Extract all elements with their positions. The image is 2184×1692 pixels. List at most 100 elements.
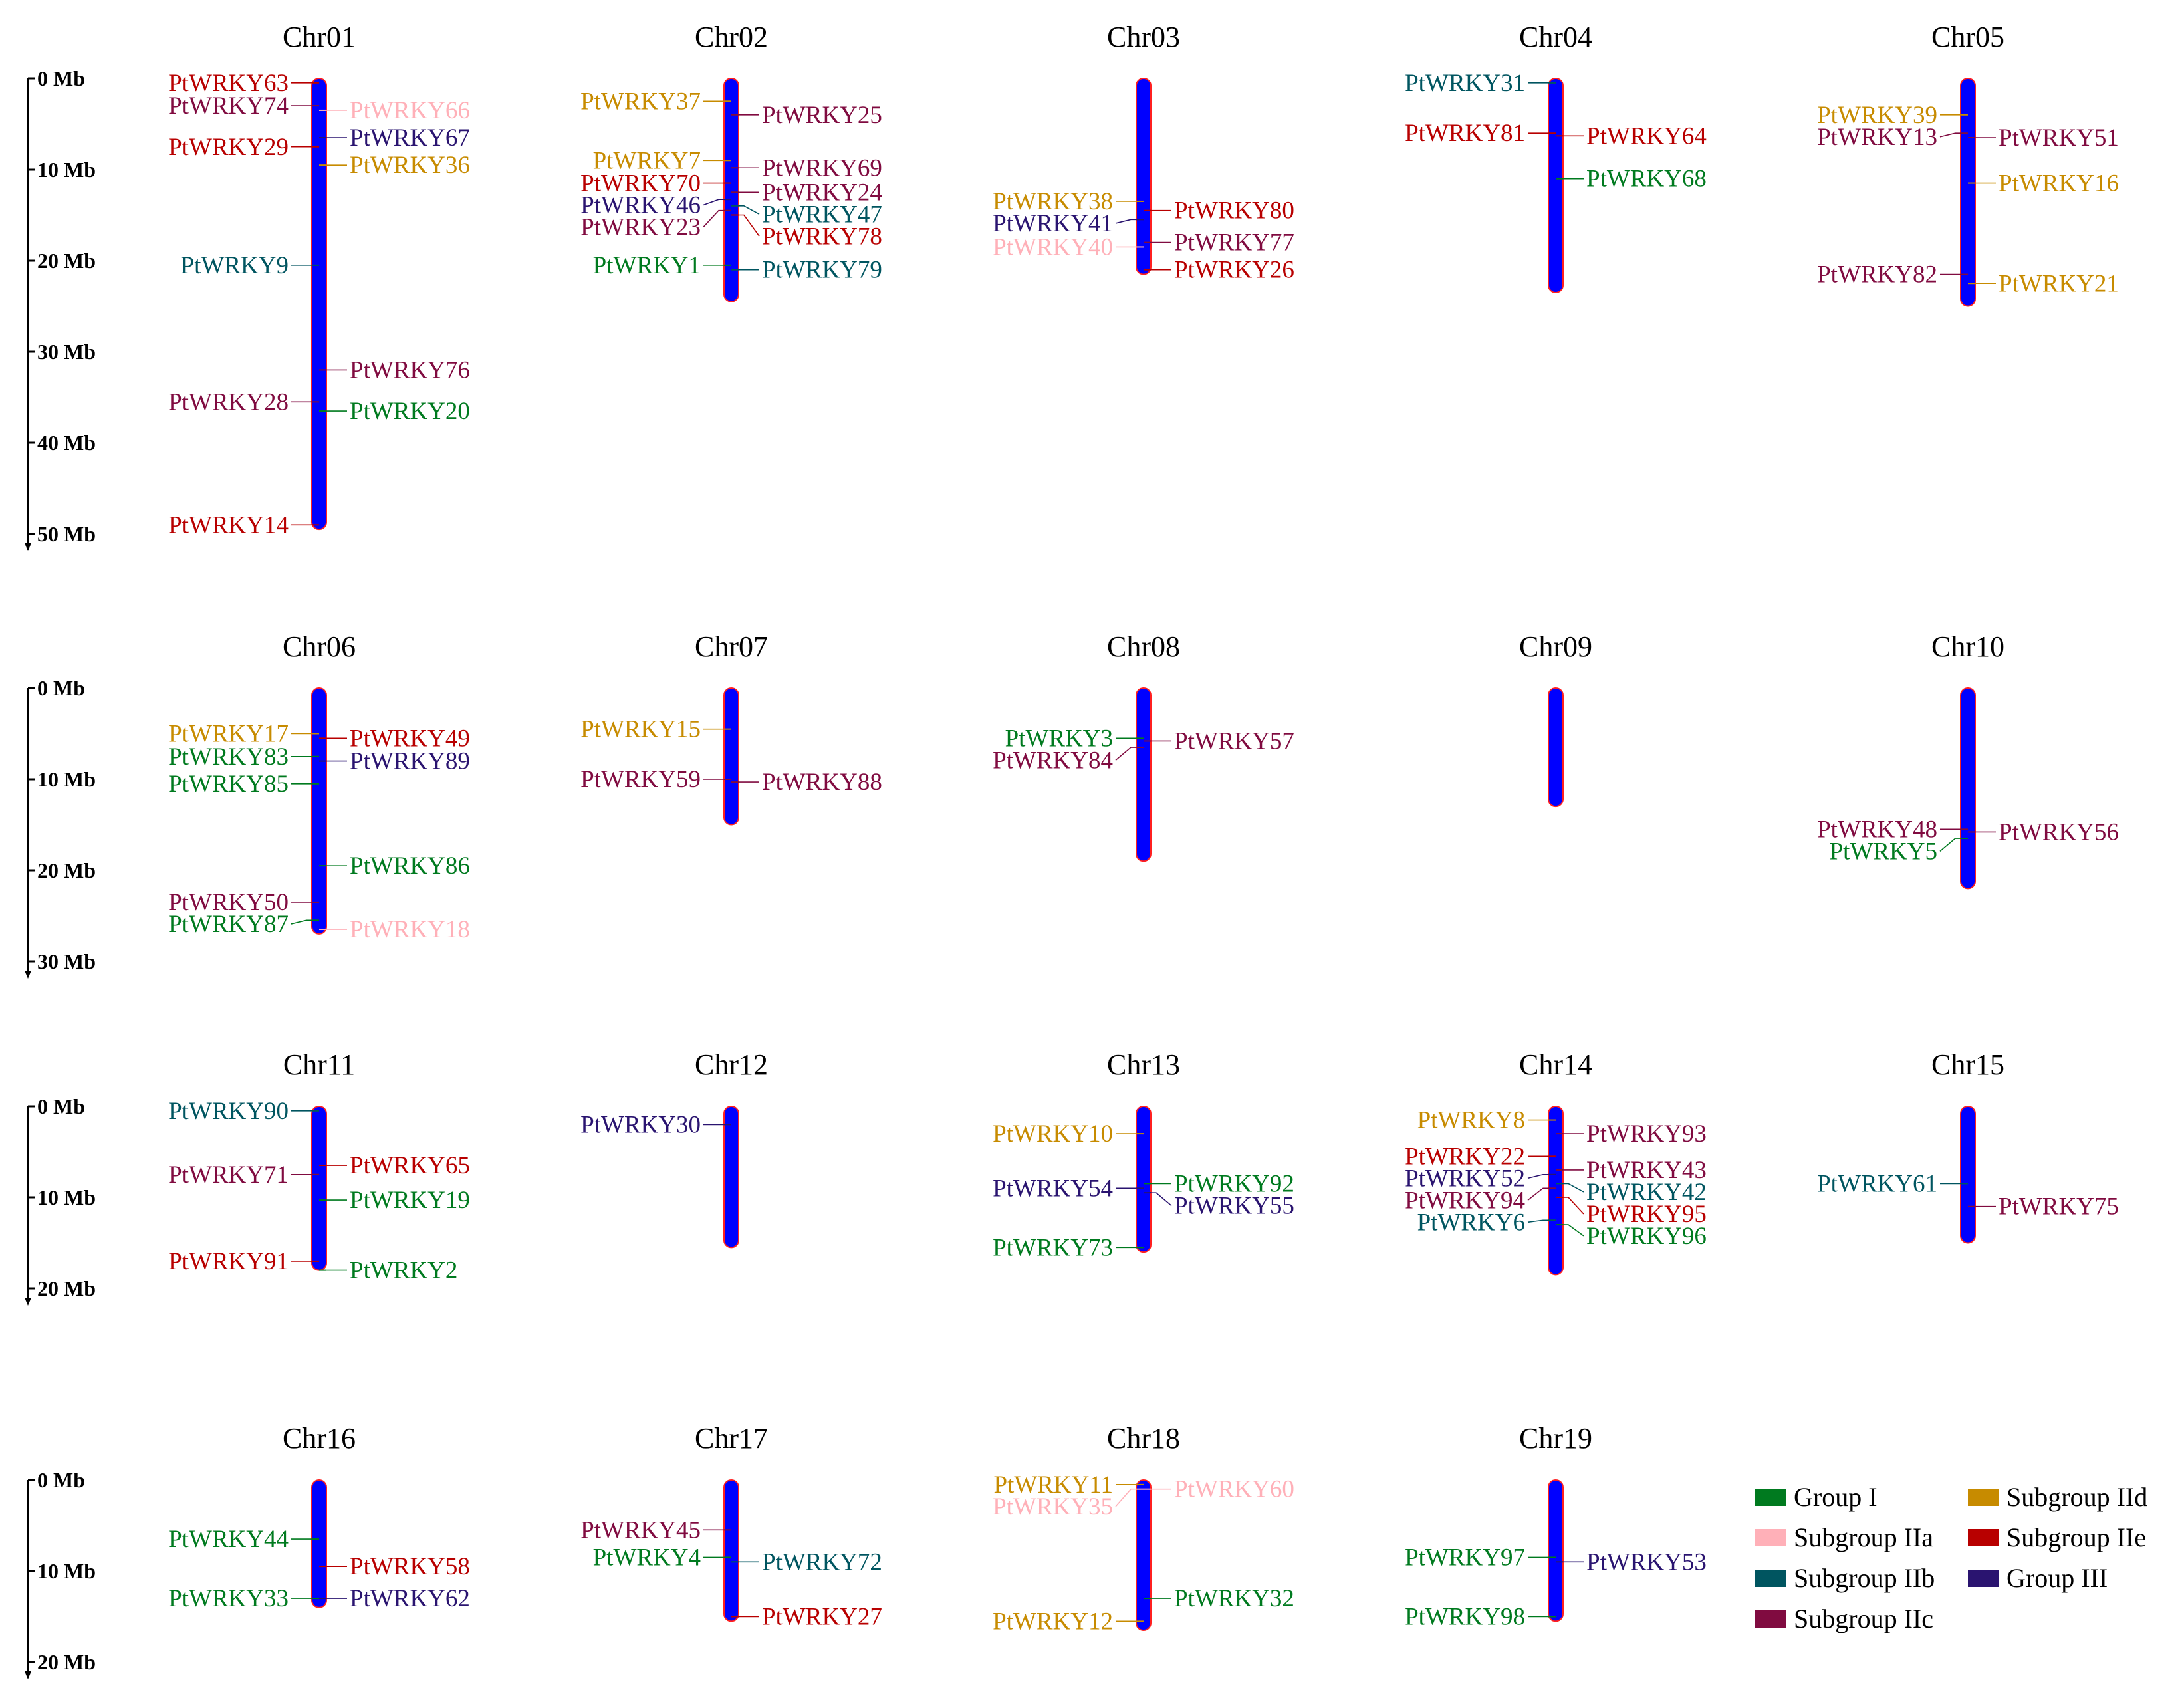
gene-label: PtWRKY85 bbox=[168, 771, 289, 798]
gene-label: PtWRKY90 bbox=[168, 1098, 289, 1125]
gene-marker: PtWRKY23 bbox=[580, 209, 731, 241]
gene-marker: PtWRKY79 bbox=[731, 257, 882, 284]
chromosome-chr12: Chr12 PtWRKY30 bbox=[580, 1048, 768, 1249]
chromosome-bar bbox=[1548, 1106, 1564, 1276]
gene-marker: PtWRKY51 bbox=[1968, 124, 2119, 152]
gene-marker: PtWRKY55 bbox=[1144, 1192, 1294, 1219]
gene-connector bbox=[1527, 1187, 1548, 1201]
scale-arrowhead bbox=[25, 1671, 31, 1679]
gene-marker: PtWRKY97 bbox=[1405, 1544, 1556, 1571]
gene-label: PtWRKY22 bbox=[1405, 1143, 1525, 1170]
gene-marker: PtWRKY80 bbox=[1144, 197, 1294, 225]
gene-connector bbox=[739, 205, 760, 215]
gene-label: PtWRKY5 bbox=[1830, 838, 1937, 865]
chromosome-title: Chr14 bbox=[1519, 1048, 1592, 1081]
gene-marker: PtWRKY1 bbox=[593, 252, 731, 279]
gene-label: PtWRKY80 bbox=[1174, 197, 1294, 225]
gene-marker: PtWRKY12 bbox=[993, 1608, 1144, 1635]
scale-bar: 0 Mb 10 Mb 20 Mb 30 Mb bbox=[25, 676, 96, 979]
scale-tick-label: 20 Mb bbox=[37, 858, 96, 882]
gene-label: PtWRKY55 bbox=[1174, 1192, 1294, 1219]
chromosome-title: Chr04 bbox=[1519, 21, 1592, 53]
gene-label: PtWRKY37 bbox=[580, 88, 701, 115]
gene-marker: PtWRKY60 bbox=[1144, 1476, 1294, 1503]
gene-label: PtWRKY88 bbox=[762, 769, 882, 796]
legend-swatch bbox=[1968, 1489, 1999, 1506]
gene-label: PtWRKY19 bbox=[350, 1187, 470, 1214]
gene-label: PtWRKY15 bbox=[580, 716, 701, 743]
gene-label: PtWRKY61 bbox=[1817, 1170, 1937, 1197]
gene-label: PtWRKY27 bbox=[762, 1604, 882, 1631]
gene-marker: PtWRKY62 bbox=[319, 1585, 470, 1612]
legend-item: Subgroup IIe bbox=[1968, 1522, 2146, 1552]
gene-marker: PtWRKY59 bbox=[580, 766, 731, 793]
gene-connector bbox=[1563, 1183, 1584, 1193]
gene-marker: PtWRKY18 bbox=[319, 916, 470, 943]
chromosome-bar bbox=[1960, 1106, 1976, 1244]
gene-label: PtWRKY7 bbox=[593, 147, 701, 174]
gene-label: PtWRKY66 bbox=[350, 97, 470, 124]
gene-label: PtWRKY46 bbox=[580, 192, 701, 219]
gene-marker: PtWRKY76 bbox=[319, 356, 470, 384]
scale-tick-label: 10 Mb bbox=[37, 158, 96, 181]
scale-tick-label: 20 Mb bbox=[37, 1276, 96, 1300]
gene-marker: PtWRKY39 bbox=[1817, 102, 1968, 129]
chromosome-title: Chr16 bbox=[283, 1422, 356, 1455]
gene-marker: PtWRKY64 bbox=[1556, 122, 1707, 150]
scale-tick-label: 30 Mb bbox=[37, 340, 96, 364]
gene-label: PtWRKY93 bbox=[1586, 1120, 1707, 1148]
gene-marker: PtWRKY2 bbox=[319, 1257, 457, 1284]
chromosome-title: Chr02 bbox=[695, 21, 768, 53]
gene-label: PtWRKY94 bbox=[1405, 1187, 1525, 1214]
gene-marker: PtWRKY70 bbox=[580, 170, 731, 197]
legend-item: Subgroup IId bbox=[1968, 1482, 2147, 1512]
chromosome-bar bbox=[1136, 1106, 1152, 1253]
chromosome-bar bbox=[1548, 687, 1564, 808]
gene-marker: PtWRKY47 bbox=[731, 201, 882, 228]
gene-label: PtWRKY68 bbox=[1586, 166, 1707, 193]
legend-label: Subgroup IIe bbox=[2006, 1522, 2146, 1552]
gene-label: PtWRKY42 bbox=[1586, 1179, 1707, 1206]
scale-tick-label: 10 Mb bbox=[37, 1185, 96, 1209]
gene-label: PtWRKY13 bbox=[1817, 124, 1937, 151]
gene-marker: PtWRKY42 bbox=[1556, 1179, 1707, 1206]
gene-marker: PtWRKY52 bbox=[1405, 1165, 1556, 1192]
gene-label: PtWRKY53 bbox=[1586, 1548, 1707, 1576]
gene-label: PtWRKY43 bbox=[1586, 1157, 1707, 1184]
chromosome-bar bbox=[1136, 1479, 1152, 1632]
gene-label: PtWRKY49 bbox=[350, 725, 470, 752]
gene-label: PtWRKY97 bbox=[1405, 1544, 1525, 1571]
gene-connector bbox=[1527, 1173, 1548, 1179]
gene-marker: PtWRKY91 bbox=[168, 1248, 319, 1275]
gene-marker: PtWRKY57 bbox=[1144, 727, 1294, 755]
gene-marker: PtWRKY43 bbox=[1556, 1157, 1707, 1184]
gene-marker: PtWRKY53 bbox=[1556, 1548, 1707, 1576]
chromosome-bar bbox=[311, 1106, 327, 1271]
gene-label: PtWRKY4 bbox=[593, 1544, 701, 1571]
gene-connector bbox=[1563, 1224, 1584, 1237]
legend-label: Group I bbox=[1794, 1482, 1878, 1512]
chromosome-chr19: Chr19 PtWRKY97 PtWRKY98 PtWRKY53 bbox=[1405, 1422, 1707, 1631]
gene-label: PtWRKY14 bbox=[168, 511, 289, 539]
chromosome-title: Chr11 bbox=[283, 1048, 355, 1081]
gene-marker: PtWRKY36 bbox=[319, 152, 470, 179]
scale-bar: 0 Mb 10 Mb 20 Mb bbox=[25, 1468, 96, 1679]
gene-label: PtWRKY45 bbox=[580, 1516, 701, 1544]
gene-marker: PtWRKY66 bbox=[319, 97, 470, 124]
chromosome-chr14: Chr14PtWRKY8PtWRKY22PtWRKY52PtWRKY94PtWR… bbox=[1405, 1048, 1707, 1276]
legend-label: Group III bbox=[2006, 1563, 2108, 1593]
gene-marker: PtWRKY44 bbox=[168, 1526, 319, 1553]
gene-marker: PtWRKY3 bbox=[1005, 725, 1144, 752]
gene-marker: PtWRKY25 bbox=[731, 102, 882, 129]
legend-item: Group III bbox=[1968, 1563, 2108, 1593]
scale-tick-label: 10 Mb bbox=[37, 767, 96, 791]
scale-tick-label: 50 Mb bbox=[37, 522, 96, 546]
scale-arrowhead bbox=[25, 1298, 31, 1306]
gene-label: PtWRKY69 bbox=[762, 154, 882, 181]
gene-label: PtWRKY3 bbox=[1005, 725, 1113, 752]
gene-label: PtWRKY38 bbox=[993, 188, 1113, 215]
